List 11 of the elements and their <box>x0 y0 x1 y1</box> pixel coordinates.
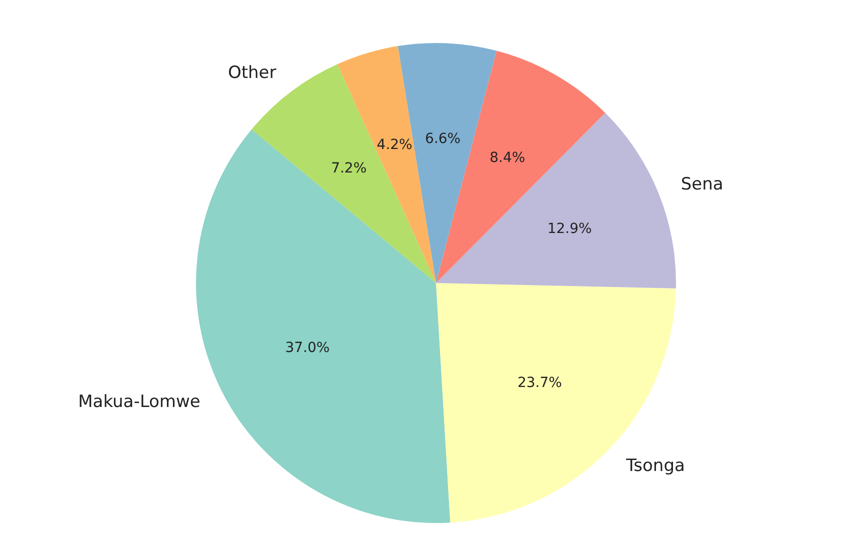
slice-label: Sena <box>680 174 724 194</box>
slice-label: Other <box>228 62 276 83</box>
data-label: 12.9% <box>547 221 592 238</box>
data-label: 4.2% <box>376 137 412 154</box>
slice-label: Makua-Lomwe <box>78 392 200 412</box>
slice-label: Tsonga <box>625 456 685 476</box>
data-label: 37.0% <box>285 340 330 356</box>
data-label: 23.7% <box>517 374 562 391</box>
data-label: 7.2% <box>331 160 367 176</box>
data-label: 6.6% <box>425 131 461 148</box>
data-label: 8.4% <box>490 150 526 166</box>
